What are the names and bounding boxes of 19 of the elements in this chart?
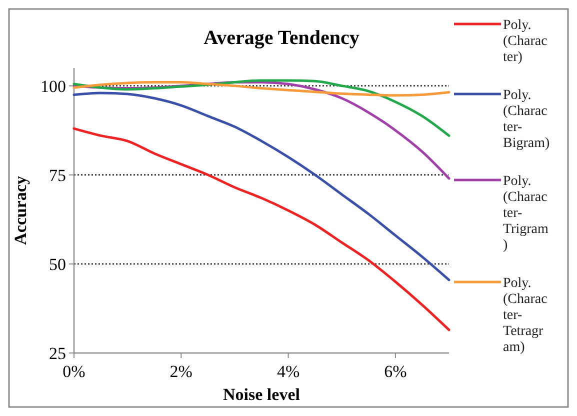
x-tick-label: 6% [384, 362, 407, 381]
y-axis-title: Accuracy [11, 176, 30, 245]
x-axis-title: Noise level [223, 385, 300, 404]
x-tick-label: 4% [276, 362, 300, 381]
y-tick-label: 25 [49, 344, 66, 363]
x-tick-label: 2% [170, 362, 192, 381]
line-series [72, 127, 450, 332]
legend-label: Poly. (Character-Tetragram) [503, 276, 548, 355]
line-series [72, 79, 450, 137]
line-series [72, 81, 450, 97]
chart-title: Average Tendency [204, 27, 360, 49]
y-tick-label: 75 [49, 166, 66, 185]
y-tick-label: 100 [40, 76, 66, 96]
legend-label: Poly. (Character) [503, 18, 548, 65]
legend-label: Poly. (Character-Trigram) [503, 174, 548, 253]
y-tick-label: 50 [49, 254, 66, 274]
line-series [72, 92, 450, 282]
legend-label: Poly. (Character-Bigram) [503, 88, 550, 151]
x-tick-label: 0% [62, 362, 86, 381]
